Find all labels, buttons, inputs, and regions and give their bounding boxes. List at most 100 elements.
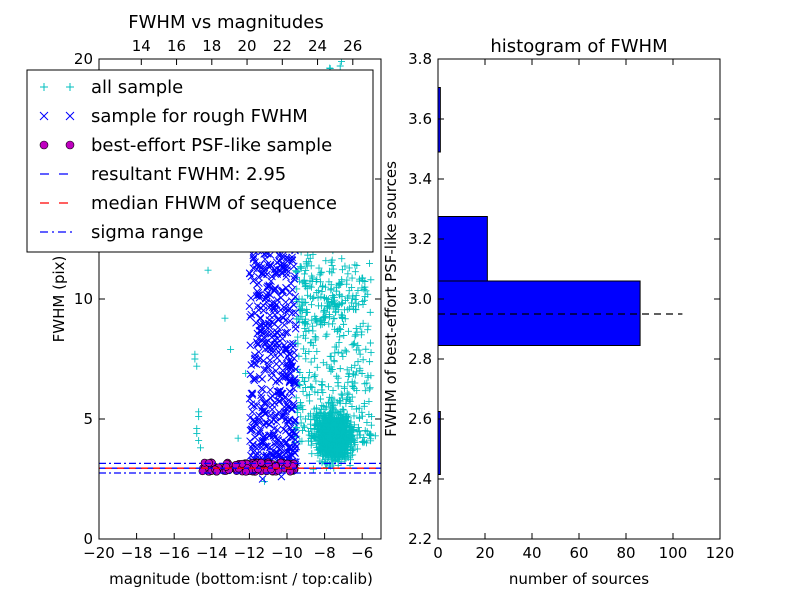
all-sample-point bbox=[344, 378, 352, 386]
all-sample-point bbox=[325, 278, 333, 286]
all-sample-point bbox=[319, 282, 327, 290]
all-sample-point bbox=[331, 422, 339, 430]
y-tick-label: 10 bbox=[74, 290, 93, 308]
top-x-tick-label: 26 bbox=[343, 37, 362, 55]
all-sample-point bbox=[317, 293, 325, 301]
rough-fwhm-point bbox=[264, 363, 273, 372]
all-sample-point bbox=[356, 431, 364, 439]
y-tick-label: 2.2 bbox=[408, 530, 432, 548]
all-sample-point bbox=[371, 432, 379, 440]
rough-fwhm-point bbox=[284, 372, 293, 381]
legend-box bbox=[26, 69, 374, 253]
rough-fwhm-point bbox=[260, 399, 268, 408]
all-sample-point bbox=[354, 358, 362, 366]
rough-fwhm-point bbox=[245, 302, 254, 311]
all-sample-point bbox=[330, 298, 338, 306]
all-sample-point bbox=[340, 320, 348, 328]
all-sample-point bbox=[333, 372, 341, 380]
rough-fwhm-point bbox=[290, 428, 299, 437]
rough-fwhm-point bbox=[276, 306, 285, 314]
all-sample-point bbox=[299, 332, 307, 340]
all-sample-point bbox=[310, 425, 318, 433]
y-tick-label: 2.8 bbox=[408, 350, 432, 368]
all-sample-point bbox=[328, 269, 336, 277]
rough-fwhm-point bbox=[255, 321, 264, 330]
all-sample-point bbox=[322, 308, 330, 316]
all-sample-point bbox=[313, 437, 321, 445]
histogram-chart-fwhm: 0 20 40 60 80 100 120 2.2 2.4 2.6 2.8 3.0 3.2 3.4 3.6 3… bbox=[382, 36, 734, 588]
rough-fwhm-point bbox=[245, 269, 254, 278]
rough-fwhm-point bbox=[285, 288, 294, 297]
all-sample-point bbox=[303, 305, 311, 313]
rough-fwhm-point bbox=[263, 260, 272, 269]
all-sample-point bbox=[335, 397, 343, 405]
all-sample-point bbox=[324, 383, 332, 391]
legend-label: best-effort PSF-like sample bbox=[91, 135, 332, 156]
all-sample-point bbox=[341, 346, 349, 354]
all-sample-point bbox=[300, 277, 308, 285]
psf-like-point bbox=[257, 458, 266, 467]
all-sample-point bbox=[343, 395, 351, 403]
all-sample-point bbox=[324, 303, 332, 311]
rough-fwhm-point bbox=[274, 315, 283, 324]
all-sample-point bbox=[333, 451, 341, 459]
all-sample-point bbox=[328, 455, 336, 463]
all-sample-point bbox=[366, 339, 374, 347]
rough-fwhm-point bbox=[281, 343, 290, 352]
all-sample-point bbox=[354, 287, 362, 295]
all-sample-point bbox=[307, 441, 315, 449]
rough-fwhm-point bbox=[289, 262, 298, 271]
rough-fwhm-point bbox=[282, 283, 290, 292]
rough-fwhm-point bbox=[290, 416, 299, 425]
rough-fwhm-point bbox=[283, 328, 292, 337]
all-sample-point bbox=[359, 300, 367, 308]
rough-fwhm-point bbox=[247, 426, 256, 434]
all-sample-point bbox=[341, 427, 349, 435]
all-sample-point bbox=[353, 387, 361, 395]
rough-fwhm-point bbox=[274, 348, 283, 356]
all-sample-point bbox=[308, 316, 316, 324]
x-tick-label: −10 bbox=[271, 544, 303, 562]
rough-fwhm-point bbox=[281, 298, 290, 307]
rough-fwhm-point bbox=[266, 394, 275, 403]
all-sample-point bbox=[329, 402, 337, 410]
all-sample-point bbox=[312, 377, 320, 385]
all-sample-point bbox=[306, 397, 314, 405]
all-sample-point bbox=[348, 382, 356, 390]
all-sample-point bbox=[356, 350, 364, 358]
all-sample-point bbox=[368, 413, 376, 421]
all-sample-point bbox=[299, 279, 307, 287]
all-sample-point bbox=[327, 353, 335, 361]
all-sample-point bbox=[332, 437, 340, 445]
all-sample-point bbox=[331, 349, 339, 357]
top-x-tick-label: 16 bbox=[167, 37, 186, 55]
all-sample-point bbox=[193, 429, 201, 437]
rough-fwhm-point bbox=[270, 299, 279, 307]
y-tick-label: 5 bbox=[83, 410, 93, 428]
all-sample-point bbox=[366, 358, 374, 366]
all-sample-point bbox=[360, 296, 368, 304]
all-sample-point bbox=[343, 438, 351, 446]
all-sample-point bbox=[314, 294, 322, 302]
y-tick-label: 2.4 bbox=[408, 470, 432, 488]
top-x-tick-label: 22 bbox=[273, 37, 292, 55]
all-sample-point bbox=[350, 425, 358, 433]
rough-fwhm-point bbox=[269, 447, 277, 455]
all-sample-point bbox=[344, 453, 352, 461]
all-sample-point bbox=[344, 373, 352, 381]
histogram-title: histogram of FWHM bbox=[490, 36, 667, 57]
rough-fwhm-point bbox=[254, 273, 263, 282]
all-sample-point bbox=[302, 327, 310, 335]
rough-fwhm-point bbox=[285, 350, 293, 358]
all-sample-point bbox=[334, 409, 342, 417]
rough-fwhm-point bbox=[283, 420, 291, 428]
all-sample-point bbox=[315, 443, 323, 451]
x-tick-label: 120 bbox=[706, 544, 735, 562]
all-sample-point bbox=[227, 345, 235, 353]
rough-fwhm-point bbox=[262, 291, 271, 300]
all-sample-point bbox=[331, 343, 339, 351]
all-sample-point bbox=[336, 435, 344, 443]
y-tick-label: 3.8 bbox=[408, 50, 432, 68]
all-sample-point bbox=[304, 291, 312, 299]
rough-fwhm-point bbox=[274, 390, 283, 399]
